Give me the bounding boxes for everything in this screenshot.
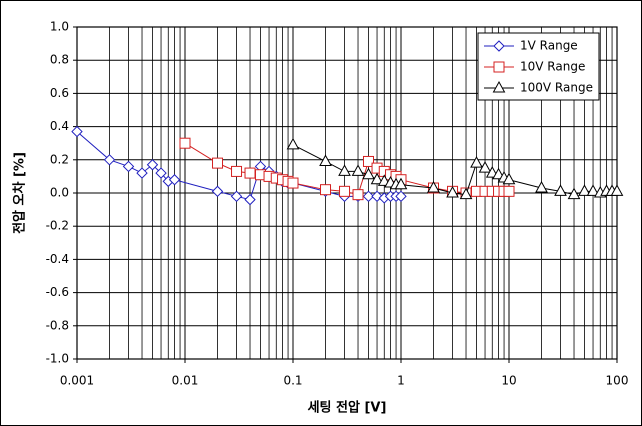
- triangle-marker: [535, 180, 548, 193]
- diamond-marker: [103, 154, 116, 166]
- x-tick-label: 10: [501, 374, 516, 388]
- diamond-marker: [146, 159, 159, 171]
- square-marker: [179, 137, 191, 149]
- square-marker: [503, 185, 515, 197]
- diamond-marker: [493, 40, 505, 52]
- x-axis-title: 세팅 전압 [V]: [308, 400, 387, 416]
- square-marker: [287, 177, 299, 189]
- square-marker: [212, 157, 224, 169]
- diamond-marker: [122, 160, 135, 173]
- y-tick-label: -1.0: [46, 352, 69, 366]
- diamond-marker: [71, 125, 83, 138]
- y-tick-label: 0.8: [50, 53, 69, 67]
- triangle-marker: [286, 137, 300, 150]
- diamond-marker: [155, 167, 167, 179]
- legend-label: 100V Range: [520, 81, 593, 95]
- diamond-marker: [136, 167, 148, 179]
- diamond-marker: [211, 185, 224, 198]
- triangle-marker: [319, 154, 332, 166]
- y-tick-label: 0.4: [50, 119, 69, 133]
- y-tick-label: 0.2: [50, 152, 69, 166]
- triangle-marker: [478, 161, 492, 173]
- triangle-marker: [578, 184, 591, 196]
- diamond-marker: [395, 190, 407, 203]
- x-tick-label: 0.001: [60, 374, 94, 388]
- square-marker: [493, 61, 505, 73]
- triangle-marker: [492, 80, 506, 93]
- square-marker: [244, 167, 256, 179]
- y-axis-title: 전압 오차 [%]: [12, 152, 28, 234]
- triangle-marker: [394, 177, 408, 190]
- y-tick-label: -0.4: [46, 252, 69, 266]
- square-marker: [352, 189, 364, 201]
- y-tick-label: 0.6: [50, 86, 69, 100]
- y-tick-label: -0.6: [46, 285, 69, 299]
- y-tick-label: 0.0: [50, 186, 69, 200]
- square-marker: [362, 155, 374, 167]
- triangle-marker: [586, 184, 600, 196]
- triangle-marker: [362, 167, 375, 180]
- triangle-marker: [567, 187, 581, 200]
- diamond-marker: [244, 193, 256, 206]
- triangle-marker: [502, 172, 516, 185]
- square-marker: [339, 185, 351, 197]
- triangle-marker: [338, 164, 351, 176]
- diamond-marker: [168, 174, 181, 186]
- y-tick-label: -0.8: [46, 318, 69, 332]
- triangle-marker: [459, 187, 473, 200]
- triangle-marker: [470, 156, 483, 168]
- diamond-marker: [230, 190, 243, 203]
- legend-label: 10V Range: [520, 60, 585, 74]
- triangle-marker: [427, 180, 440, 193]
- triangle-marker: [610, 184, 624, 196]
- legend-label: 1V Range: [520, 39, 578, 53]
- x-tick-label: 0.1: [283, 374, 302, 388]
- y-tick-label: 1.0: [50, 20, 69, 34]
- triangle-marker: [351, 164, 365, 176]
- x-tick-label: 100: [606, 374, 629, 388]
- triangle-marker: [446, 185, 459, 198]
- triangle-marker: [370, 172, 384, 185]
- diamond-marker: [362, 190, 375, 203]
- x-tick-label: 0.01: [172, 374, 199, 388]
- y-tick-label: -0.2: [46, 219, 69, 233]
- square-marker: [231, 165, 243, 177]
- triangle-marker: [554, 184, 567, 196]
- square-marker: [320, 184, 332, 196]
- x-tick-label: 1: [397, 374, 405, 388]
